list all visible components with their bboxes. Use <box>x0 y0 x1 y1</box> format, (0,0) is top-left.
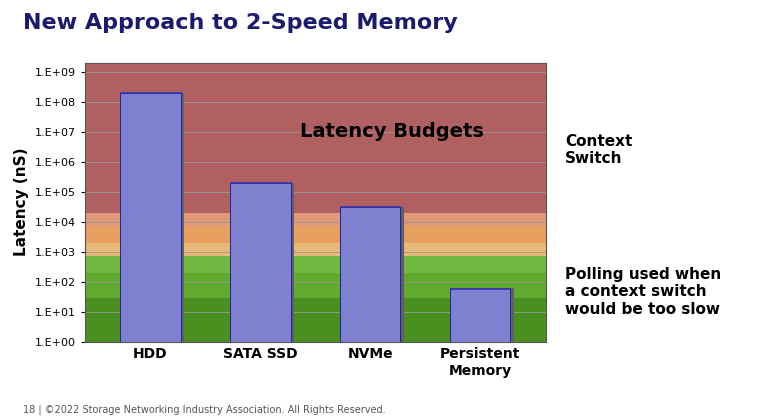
Bar <box>85 273 546 298</box>
Bar <box>85 298 546 342</box>
Bar <box>450 288 511 289</box>
Text: New Approach to 2-Speed Memory: New Approach to 2-Speed Memory <box>23 13 458 33</box>
Bar <box>85 213 546 226</box>
Bar <box>127 93 184 342</box>
Bar <box>120 93 181 342</box>
Bar <box>450 288 511 342</box>
Bar <box>85 243 546 256</box>
Bar <box>340 207 401 342</box>
Text: 18 | ©2022 Storage Networking Industry Association. All Rights Reserved.: 18 | ©2022 Storage Networking Industry A… <box>23 404 386 415</box>
Text: Context
Switch: Context Switch <box>565 134 633 166</box>
Bar <box>85 256 546 273</box>
Bar <box>347 207 404 342</box>
Text: Polling used when
a context switch
would be too slow: Polling used when a context switch would… <box>565 267 721 317</box>
Bar <box>456 288 514 342</box>
Bar <box>85 63 546 213</box>
Bar <box>340 206 401 207</box>
Bar <box>120 92 181 93</box>
Bar <box>85 226 546 243</box>
Bar <box>230 182 291 183</box>
Bar <box>237 183 294 342</box>
Bar <box>230 183 291 342</box>
Y-axis label: Latency (nS): Latency (nS) <box>14 148 29 256</box>
Text: Latency Budgets: Latency Budgets <box>300 122 484 141</box>
